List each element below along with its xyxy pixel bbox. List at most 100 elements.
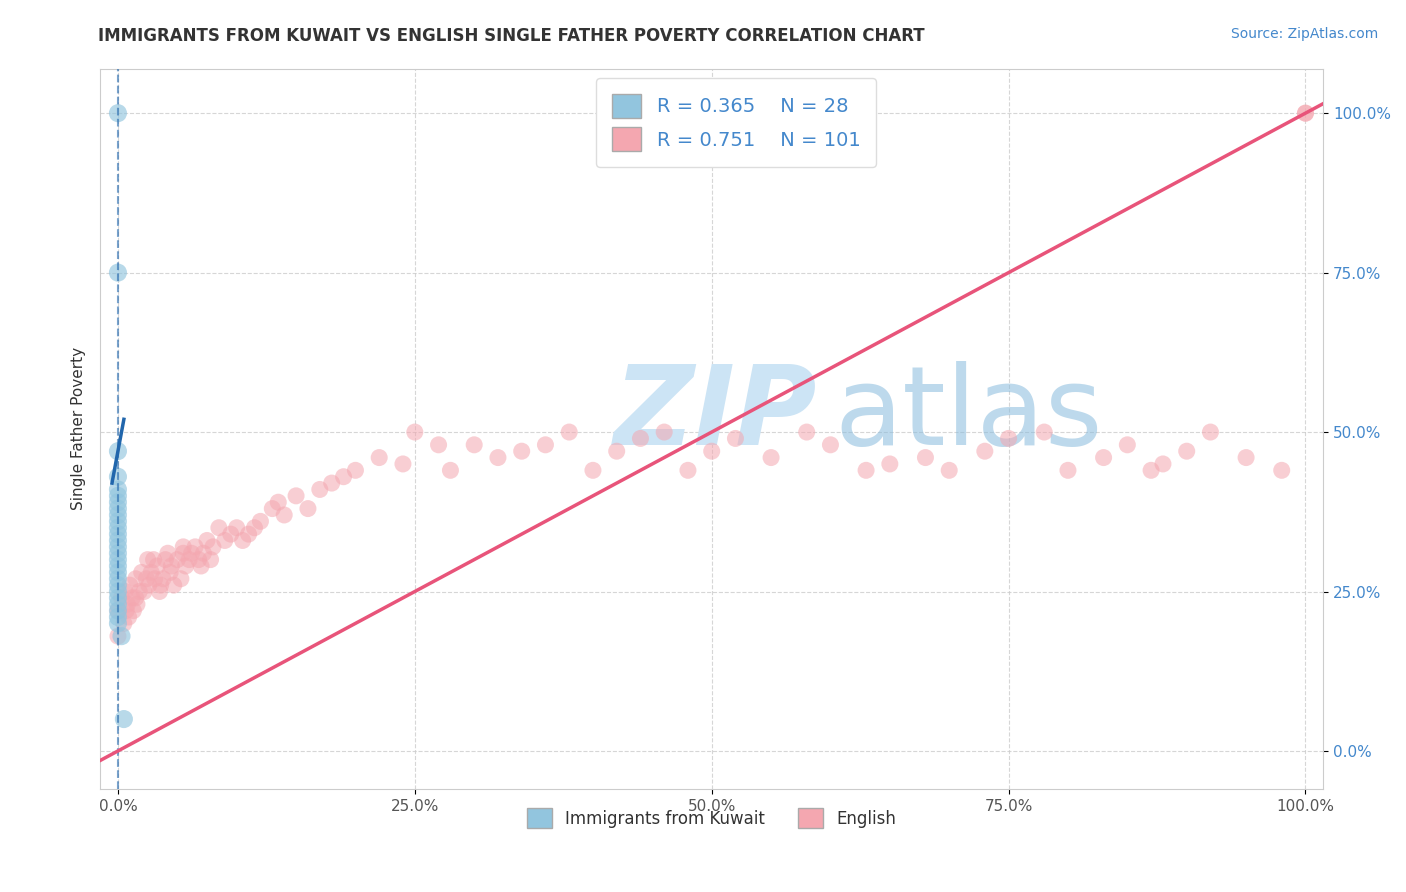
Point — [110, 629, 132, 643]
Point — [486, 450, 509, 465]
Point — [170, 572, 193, 586]
Point — [117, 610, 139, 624]
Point — [107, 572, 129, 586]
Point — [1092, 450, 1115, 465]
Point — [107, 521, 129, 535]
Point — [107, 483, 129, 497]
Point — [107, 546, 129, 560]
Point — [136, 552, 159, 566]
Point — [759, 450, 782, 465]
Point — [125, 572, 148, 586]
Point — [138, 578, 160, 592]
Point — [107, 591, 129, 605]
Point — [510, 444, 533, 458]
Point — [249, 514, 271, 528]
Point — [172, 540, 194, 554]
Point — [332, 469, 354, 483]
Point — [232, 533, 254, 548]
Point — [238, 527, 260, 541]
Point — [285, 489, 308, 503]
Point — [107, 584, 129, 599]
Point — [179, 552, 201, 566]
Point — [107, 527, 129, 541]
Point — [107, 501, 129, 516]
Y-axis label: Single Father Poverty: Single Father Poverty — [72, 347, 86, 510]
Point — [166, 552, 188, 566]
Point — [724, 432, 747, 446]
Point — [879, 457, 901, 471]
Point — [1057, 463, 1080, 477]
Point — [107, 610, 129, 624]
Point — [107, 578, 129, 592]
Point — [273, 508, 295, 522]
Text: ZIP: ZIP — [614, 361, 817, 468]
Point — [117, 597, 139, 611]
Point — [1175, 444, 1198, 458]
Point — [148, 584, 170, 599]
Point — [1199, 425, 1222, 439]
Point — [1152, 457, 1174, 471]
Point — [125, 591, 148, 605]
Point — [112, 616, 135, 631]
Point — [125, 597, 148, 611]
Point — [107, 540, 129, 554]
Point — [1271, 463, 1294, 477]
Point — [174, 559, 197, 574]
Point — [652, 425, 675, 439]
Point — [1116, 438, 1139, 452]
Point — [225, 521, 247, 535]
Point — [321, 476, 343, 491]
Point — [143, 572, 166, 586]
Point — [193, 546, 215, 560]
Point — [582, 463, 605, 477]
Point — [121, 591, 143, 605]
Point — [796, 425, 818, 439]
Point — [308, 483, 330, 497]
Point — [219, 527, 242, 541]
Point — [243, 521, 266, 535]
Point — [107, 106, 129, 120]
Legend: Immigrants from Kuwait, English: Immigrants from Kuwait, English — [520, 801, 903, 835]
Point — [107, 566, 129, 580]
Point — [135, 572, 157, 586]
Point — [439, 463, 461, 477]
Point — [606, 444, 628, 458]
Point — [128, 584, 150, 599]
Point — [152, 572, 174, 586]
Point — [267, 495, 290, 509]
Point — [107, 559, 129, 574]
Point — [938, 463, 960, 477]
Point — [1294, 106, 1316, 120]
Point — [156, 546, 179, 560]
Point — [107, 604, 129, 618]
Point — [1033, 425, 1056, 439]
Point — [392, 457, 415, 471]
Point — [1140, 463, 1163, 477]
Point — [558, 425, 581, 439]
Point — [630, 432, 652, 446]
Point — [1294, 106, 1316, 120]
Point — [997, 432, 1019, 446]
Point — [190, 559, 212, 574]
Point — [700, 444, 723, 458]
Point — [195, 533, 218, 548]
Point — [534, 438, 557, 452]
Point — [1234, 450, 1257, 465]
Point — [855, 463, 877, 477]
Point — [122, 604, 145, 618]
Point — [404, 425, 426, 439]
Point — [112, 712, 135, 726]
Text: IMMIGRANTS FROM KUWAIT VS ENGLISH SINGLE FATHER POVERTY CORRELATION CHART: IMMIGRANTS FROM KUWAIT VS ENGLISH SINGLE… — [98, 27, 925, 45]
Point — [107, 552, 129, 566]
Point — [180, 546, 202, 560]
Point — [107, 533, 129, 548]
Point — [463, 438, 485, 452]
Point — [107, 489, 129, 503]
Point — [114, 584, 136, 599]
Point — [132, 584, 155, 599]
Point — [107, 444, 129, 458]
Point — [676, 463, 699, 477]
Point — [201, 540, 224, 554]
Point — [262, 501, 284, 516]
Point — [368, 450, 391, 465]
